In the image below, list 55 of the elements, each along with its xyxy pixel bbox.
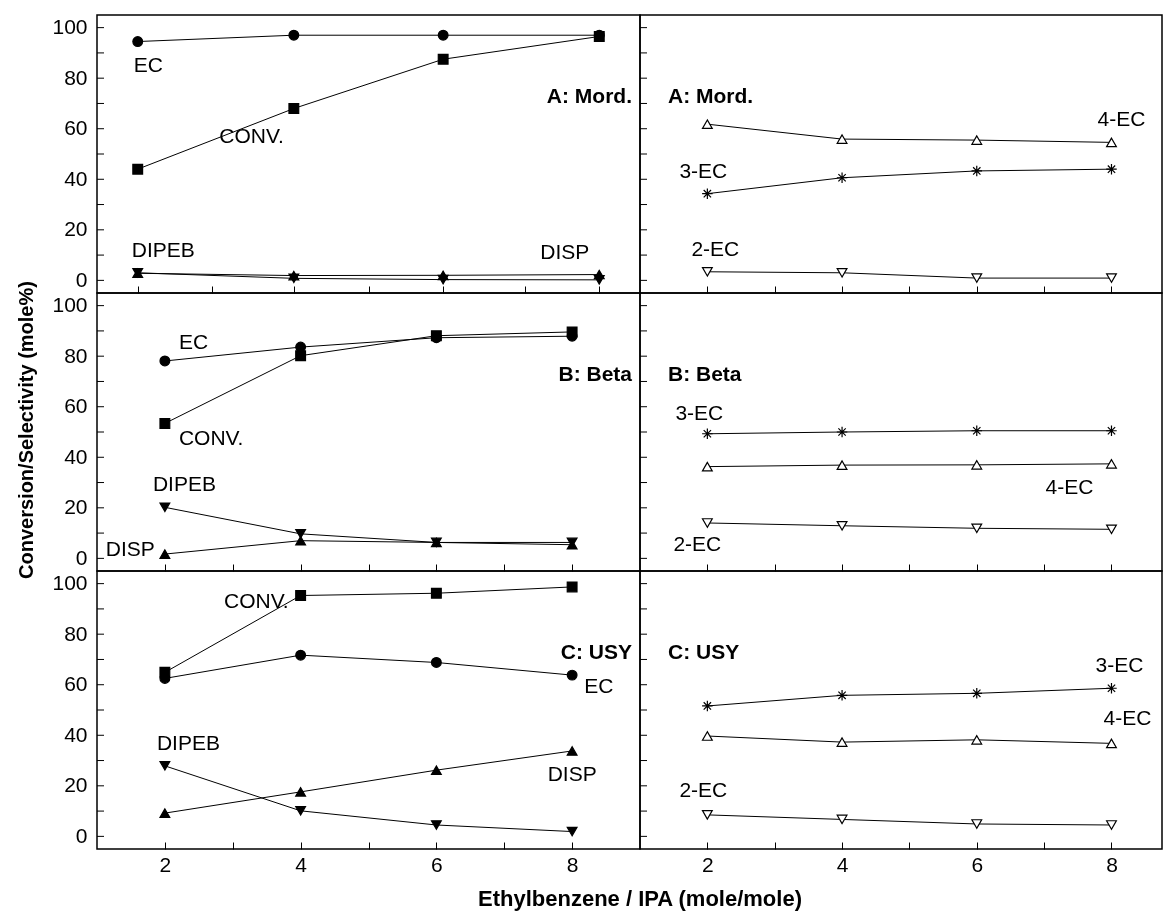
y-tick-label: 0 [75, 823, 88, 847]
y-tick-label: 60 [64, 672, 88, 696]
text: C: USY [560, 640, 632, 663]
y-axis-title: Conversion/Selectivity (mole%) [14, 281, 38, 579]
y-tick-label: 40 [64, 722, 88, 746]
series-label: DIPEB [152, 472, 216, 496]
y-tick-label: 80 [64, 343, 88, 367]
x-tick-label: 6 [971, 852, 984, 876]
series-label: 4-EC [1045, 474, 1094, 498]
y-tick-label: 100 [52, 15, 88, 39]
y-tick-label: 20 [64, 217, 88, 241]
text: C: USY [668, 640, 740, 663]
series-label: DISP [540, 239, 590, 263]
series-label: CONV. [219, 123, 284, 147]
y-tick-label: 60 [64, 394, 88, 418]
x-tick-label: 6 [431, 852, 443, 876]
y-tick-label: 60 [64, 116, 88, 140]
series-label: EC [133, 52, 163, 76]
y-tick-label: 0 [75, 267, 88, 291]
series-label: DIPEB [131, 237, 195, 261]
y-tick-label: 20 [64, 773, 88, 797]
series-label: DIPEB [156, 730, 220, 754]
x-tick-label: 8 [1106, 852, 1118, 876]
series-label: 2-EC [691, 236, 740, 260]
text: A: Mord. [546, 84, 632, 107]
y-tick-label: 80 [64, 621, 88, 645]
series-label: 4-EC [1097, 107, 1146, 131]
series-label: 3-EC [679, 158, 728, 182]
x-tick-label: 2 [702, 852, 714, 876]
series-label: DISP [105, 537, 155, 561]
series-label: 3-EC [1095, 653, 1144, 677]
series-label: 2-EC [679, 777, 728, 801]
y-tick-label: 80 [64, 65, 88, 89]
y-tick-label: 20 [64, 495, 88, 519]
series-label: EC [584, 674, 614, 698]
x-tick-label: 8 [566, 852, 579, 876]
y-tick-label: 100 [52, 571, 88, 595]
text: B: Beta [558, 362, 633, 385]
series-label: 2-EC [673, 531, 722, 555]
text: A: Mord. [668, 84, 754, 107]
series-label: 3-EC [675, 400, 724, 424]
text: B: Beta [668, 362, 742, 385]
x-tick-label: 4 [836, 852, 849, 876]
x-axis-title: Ethylbenzene / IPA (mole/mole) [478, 886, 802, 912]
series-label: 4-EC [1103, 706, 1152, 730]
series-label: CONV. [224, 588, 289, 612]
x-tick-label: 4 [295, 852, 308, 876]
series-label: EC [178, 329, 209, 353]
y-tick-label: 0 [75, 545, 88, 569]
series-label: CONV. [178, 426, 244, 450]
series-label: DISP [547, 761, 597, 785]
y-tick-label: 40 [64, 166, 88, 190]
y-tick-label: 40 [64, 444, 88, 468]
y-tick-label: 100 [52, 293, 88, 317]
x-tick-label: 2 [159, 852, 172, 876]
